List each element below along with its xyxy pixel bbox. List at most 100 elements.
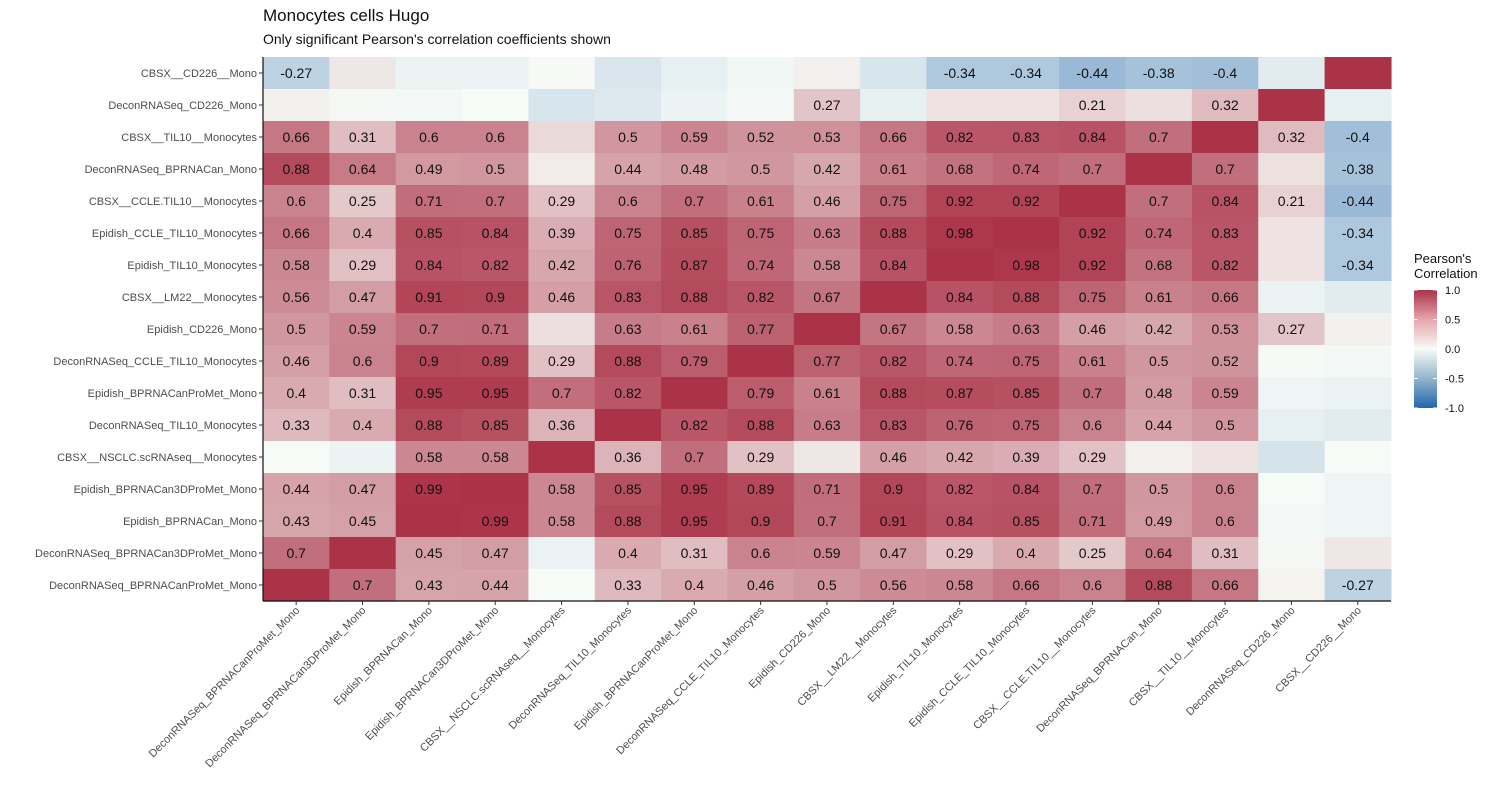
cell-value-label: 0.33 (614, 577, 641, 593)
heatmap-cell (395, 377, 463, 410)
heatmap-cell (1059, 217, 1127, 250)
heatmap-cell (860, 473, 928, 506)
column-label: Epidish_CCLE_TIL10_Monocytes (907, 604, 1033, 730)
heatmap-cell (727, 473, 795, 506)
heatmap-cell (793, 153, 861, 186)
row-label: DeconRNASeq_TIL10_Monocytes (89, 420, 258, 432)
heatmap-cell (329, 569, 397, 602)
cell-value-label: 0.4 (353, 417, 373, 433)
heatmap-cell (462, 281, 529, 314)
cell-value-label: 0.29 (747, 449, 774, 465)
cell-value-label: 0.5 (751, 161, 771, 177)
heatmap-cell (727, 313, 795, 346)
heatmap-cell (594, 185, 662, 218)
cell-value-label: 0.82 (747, 289, 774, 305)
cell-value-label: 0.32 (1211, 97, 1238, 113)
heatmap-cell (926, 281, 994, 314)
cell-value-label: 0.7 (1149, 193, 1169, 209)
heatmap-cell (992, 537, 1060, 570)
cell-value-label: 0.46 (1079, 321, 1106, 337)
cell-value-label: 0.79 (681, 353, 708, 369)
heatmap-cell (860, 281, 928, 314)
cell-value-label: 0.87 (946, 385, 973, 401)
heatmap-cell (528, 57, 596, 90)
heatmap-cell (395, 569, 463, 602)
heatmap-cell (1191, 441, 1259, 474)
heatmap-cell (992, 473, 1060, 506)
cell-value-label: 0.66 (283, 129, 310, 145)
heatmap-cell (1324, 345, 1392, 378)
heatmap-cell (395, 281, 463, 314)
heatmap-cell (727, 409, 795, 442)
cell-value-label: -0.38 (1342, 161, 1374, 177)
heatmap-cell (329, 217, 397, 250)
cell-value-label: 0.5 (1149, 481, 1169, 497)
heatmap-cell (528, 217, 596, 250)
cell-value-label: 0.91 (415, 289, 442, 305)
cell-value-label: 0.58 (415, 449, 442, 465)
heatmap-cell (1258, 537, 1326, 570)
cell-value-label: 0.98 (946, 225, 973, 241)
cell-value-label: 0.59 (349, 321, 376, 337)
cell-value-label: 0.91 (880, 513, 907, 529)
heatmap-cell (793, 409, 861, 442)
heatmap-cell (926, 89, 994, 122)
heatmap-cell (1258, 217, 1326, 250)
cell-value-label: 0.53 (813, 129, 840, 145)
heatmap-cell (1125, 409, 1193, 442)
cell-value-label: 0.7 (685, 449, 705, 465)
cell-value-label: 0.29 (548, 193, 575, 209)
cell-value-label: 0.7 (1215, 161, 1235, 177)
heatmap-cell (1125, 377, 1193, 410)
cell-value-label: 0.52 (1211, 353, 1238, 369)
chart-subtitle: Only significant Pearson's correlation c… (263, 31, 611, 47)
heatmap-cell (263, 409, 330, 442)
heatmap-cell (462, 505, 529, 538)
legend-title-line1: Pearson's (1414, 251, 1472, 266)
heatmap-cell (329, 281, 397, 314)
row-label: Epidish_CCLE_TIL10_Monocytes (92, 228, 258, 240)
heatmap-cell (1125, 121, 1193, 154)
heatmap-cell (727, 377, 795, 410)
heatmap-cell (793, 281, 861, 314)
heatmap-cell (329, 409, 397, 442)
heatmap-cell (661, 441, 729, 474)
cell-value-label: 0.9 (419, 353, 439, 369)
heatmap-cell (727, 569, 795, 602)
heatmap-cell (661, 505, 729, 538)
cell-value-label: -0.44 (1076, 65, 1108, 81)
cell-value-label: 0.71 (1079, 513, 1106, 529)
heatmap-cell (661, 313, 729, 346)
cell-value-label: 0.66 (880, 129, 907, 145)
cell-value-label: 0.74 (1145, 225, 1172, 241)
heatmap-cell (1059, 153, 1127, 186)
heatmap-cell (727, 441, 795, 474)
cell-value-label: -0.34 (1342, 257, 1374, 273)
cell-value-label: 0.87 (681, 257, 708, 273)
heatmap-cell (860, 569, 928, 602)
heatmap-cell (1059, 537, 1127, 570)
heatmap-cell (1125, 217, 1193, 250)
heatmap-cell (329, 505, 397, 538)
cell-value-label: 0.9 (751, 513, 771, 529)
heatmap-cell (528, 377, 596, 410)
heatmap-cell (1059, 249, 1127, 282)
heatmap-cell (1125, 569, 1193, 602)
heatmap-cell (1324, 89, 1392, 122)
cell-value-label: 0.79 (747, 385, 774, 401)
cell-value-label: 0.95 (482, 385, 509, 401)
cell-value-label: 0.45 (349, 513, 376, 529)
cell-value-label: 0.85 (415, 225, 442, 241)
heatmap-cell (1125, 441, 1193, 474)
cell-value-label: 0.7 (353, 577, 373, 593)
heatmap-cell (661, 377, 729, 410)
legend-tick-label: 0.0 (1445, 344, 1460, 356)
heatmap-cell (661, 185, 729, 218)
heatmap-cell (263, 185, 330, 218)
cell-value-label: 0.53 (1211, 321, 1238, 337)
cell-value-label: 0.58 (946, 577, 973, 593)
cell-value-label: 0.58 (813, 257, 840, 273)
cell-value-label: 0.44 (482, 577, 509, 593)
heatmap-cell (395, 345, 463, 378)
heatmap-cell (528, 345, 596, 378)
